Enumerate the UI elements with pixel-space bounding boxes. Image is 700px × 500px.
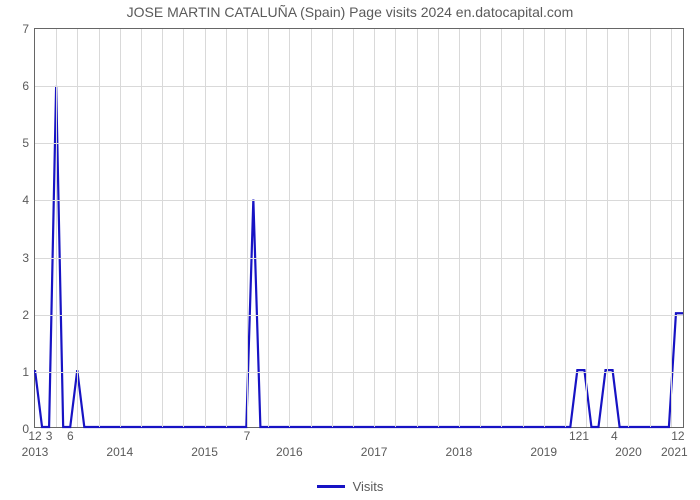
- gridline-vertical: [501, 29, 502, 427]
- x-data-label: 4: [611, 427, 618, 443]
- gridline-vertical: [205, 29, 206, 427]
- gridline-vertical: [56, 29, 57, 427]
- gridline-vertical: [628, 29, 629, 427]
- y-tick-label: 5: [22, 136, 35, 150]
- gridline-vertical: [120, 29, 121, 427]
- gridline-vertical: [99, 29, 100, 427]
- x-data-label: 12: [671, 427, 684, 443]
- chart-title: JOSE MARTIN CATALUÑA (Spain) Page visits…: [0, 4, 700, 20]
- x-tick-label: 2016: [276, 427, 303, 459]
- x-tick-label: 2017: [361, 427, 388, 459]
- gridline-vertical: [141, 29, 142, 427]
- x-data-label: 3: [46, 427, 53, 443]
- gridline-vertical: [374, 29, 375, 427]
- gridline-vertical: [311, 29, 312, 427]
- gridline-vertical: [247, 29, 248, 427]
- gridline-vertical: [650, 29, 651, 427]
- visits-line-chart: JOSE MARTIN CATALUÑA (Spain) Page visits…: [0, 0, 700, 500]
- gridline-vertical: [544, 29, 545, 427]
- y-tick-label: 3: [22, 251, 35, 265]
- legend-label: Visits: [353, 479, 384, 494]
- gridline-vertical: [268, 29, 269, 427]
- gridline-vertical: [353, 29, 354, 427]
- x-data-label: 7: [244, 427, 251, 443]
- gridline-vertical: [77, 29, 78, 427]
- gridline-vertical: [226, 29, 227, 427]
- gridline-vertical: [162, 29, 163, 427]
- x-data-label: 12: [28, 427, 41, 443]
- gridline-vertical: [183, 29, 184, 427]
- gridline-vertical: [607, 29, 608, 427]
- gridline-vertical: [565, 29, 566, 427]
- gridline-vertical: [671, 29, 672, 427]
- gridline-vertical: [459, 29, 460, 427]
- y-tick-label: 4: [22, 193, 35, 207]
- x-data-label: 121: [569, 427, 589, 443]
- gridline-vertical: [289, 29, 290, 427]
- x-tick-label: 2014: [106, 427, 133, 459]
- y-tick-label: 7: [22, 22, 35, 36]
- gridline-vertical: [523, 29, 524, 427]
- x-tick-label: 2020: [615, 427, 642, 459]
- plot-area: 0123456720132014201520162017201820192020…: [34, 28, 684, 428]
- x-data-label: 6: [67, 427, 74, 443]
- gridline-vertical: [332, 29, 333, 427]
- x-tick-label: 2019: [530, 427, 557, 459]
- x-tick-label: 2018: [446, 427, 473, 459]
- legend-swatch: [317, 485, 345, 488]
- x-tick-label: 2015: [191, 427, 218, 459]
- gridline-vertical: [480, 29, 481, 427]
- y-tick-label: 6: [22, 79, 35, 93]
- legend: Visits: [0, 476, 700, 494]
- gridline-vertical: [586, 29, 587, 427]
- gridline-vertical: [395, 29, 396, 427]
- gridline-vertical: [438, 29, 439, 427]
- y-tick-label: 1: [22, 365, 35, 379]
- y-tick-label: 2: [22, 308, 35, 322]
- legend-item-visits: Visits: [317, 479, 384, 494]
- gridline-vertical: [417, 29, 418, 427]
